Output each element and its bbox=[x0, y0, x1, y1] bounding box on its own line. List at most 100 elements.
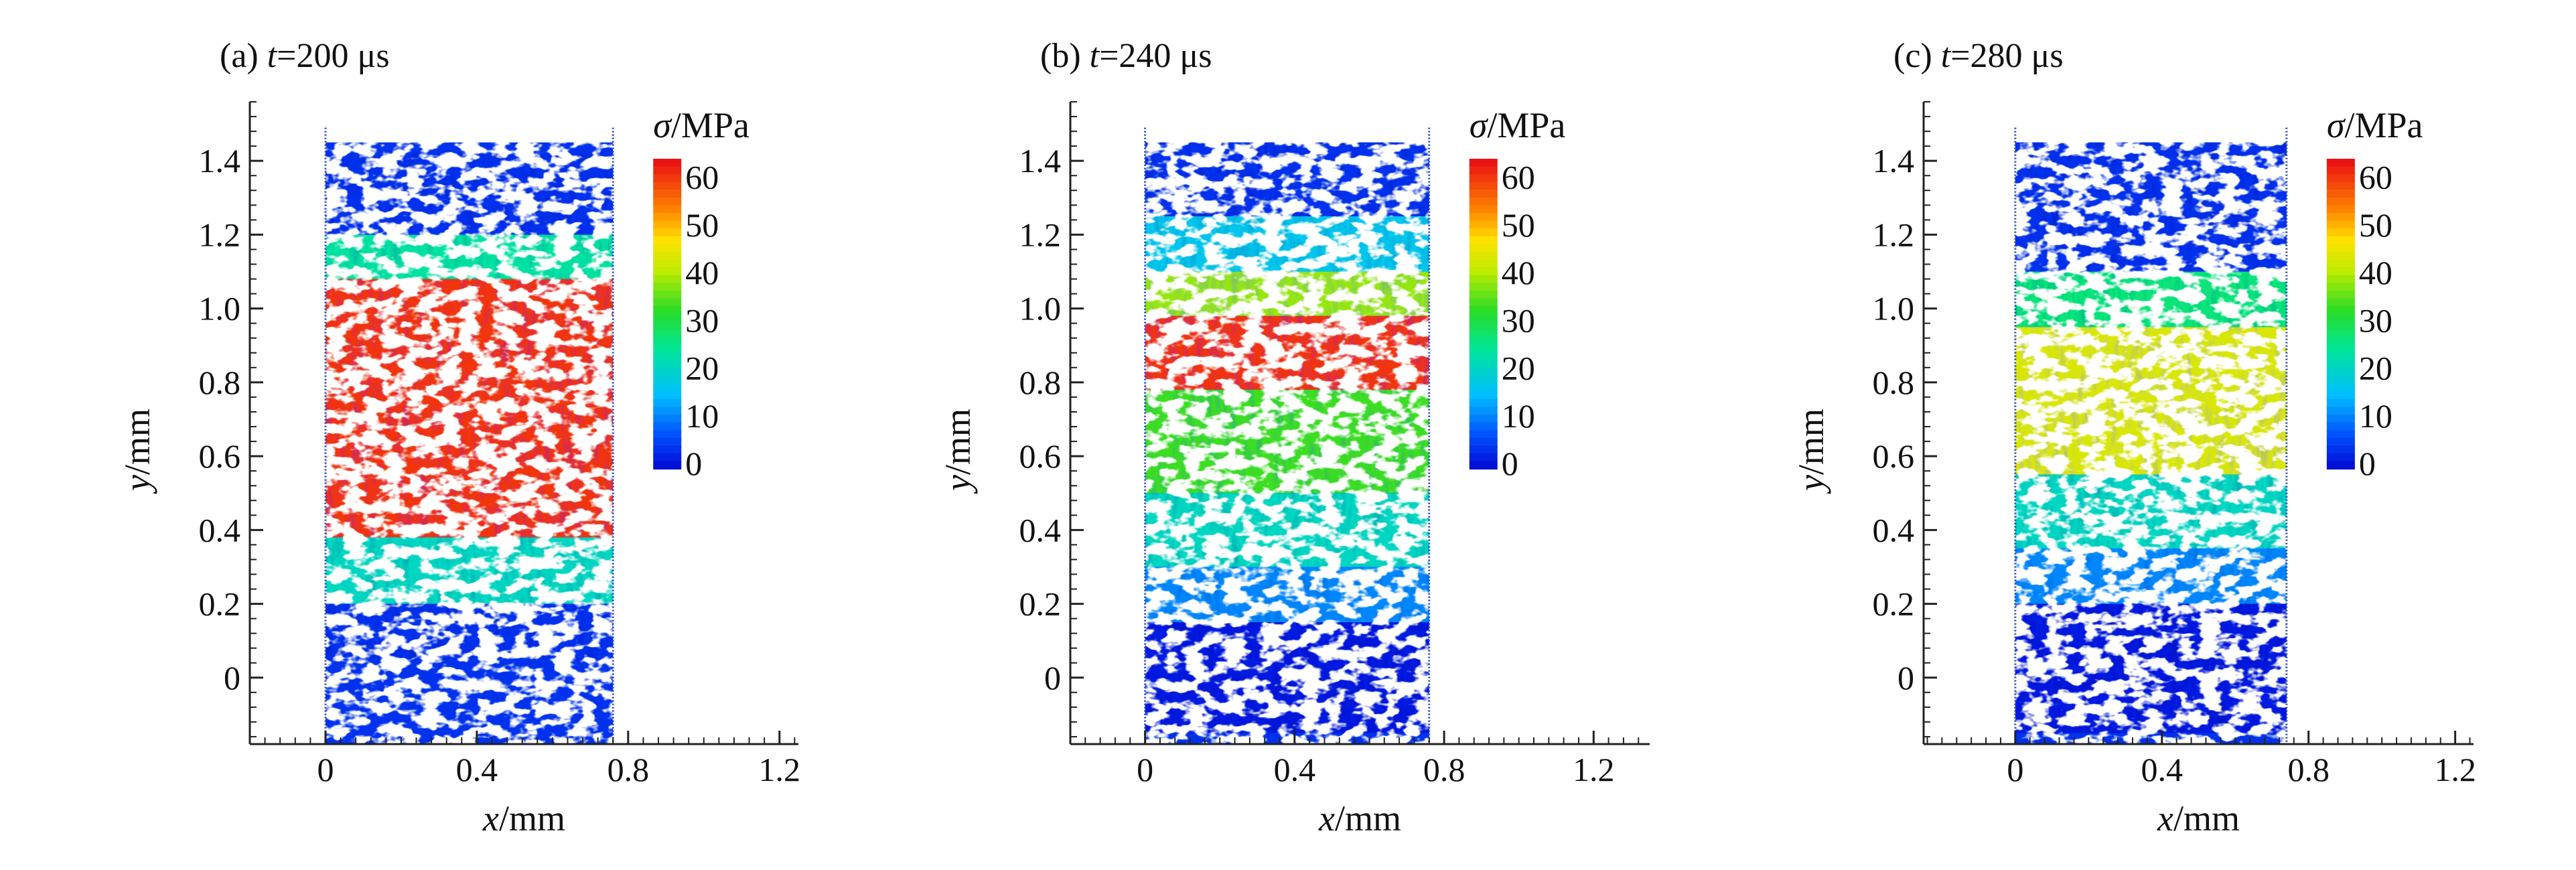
colorbar-segment bbox=[1469, 259, 1498, 269]
colorbar-tick-label: 0 bbox=[1502, 445, 1518, 482]
colorbar-segment bbox=[2326, 445, 2355, 454]
x-tick-label: 0.4 bbox=[456, 751, 498, 788]
colorbar-segment bbox=[2326, 376, 2355, 384]
stress-field bbox=[325, 142, 614, 744]
colorbar-segment bbox=[653, 321, 682, 330]
colorbar-tick-label: 50 bbox=[2359, 206, 2392, 244]
colorbar-segment bbox=[653, 445, 682, 454]
y-tick-label: 0 bbox=[224, 659, 240, 697]
x-tick-label: 0 bbox=[1137, 751, 1153, 788]
stress-band-3 bbox=[325, 153, 614, 235]
y-tick-label: 0.4 bbox=[199, 511, 241, 549]
colorbar-segment bbox=[2326, 453, 2355, 462]
stress-bands bbox=[2015, 142, 2287, 733]
colorbar-segment bbox=[1469, 182, 1498, 191]
stress-band-7 bbox=[1145, 622, 1429, 733]
stress-band-1 bbox=[1145, 271, 1429, 316]
colorbar-segment bbox=[2326, 213, 2355, 222]
colorbar-segment bbox=[1469, 329, 1498, 338]
stress-field bbox=[1145, 142, 1429, 744]
colorbar-segment bbox=[1469, 228, 1498, 237]
colorbar-segment bbox=[1469, 445, 1498, 454]
panel-b: (b) t=240 μs 0 0.4 0.8 1.2 0 0.2 0.4 0.6 0.8 1.0 1.… bbox=[938, 37, 1650, 839]
y-tick-label: 1.4 bbox=[1019, 142, 1062, 179]
stress-band-4 bbox=[325, 603, 614, 660]
panel-title: (b) t=240 μs bbox=[1040, 37, 1212, 75]
x-tick-label: 0.8 bbox=[1423, 751, 1465, 788]
colorbar-segment bbox=[2326, 197, 2355, 206]
colorbar-segment bbox=[653, 236, 682, 245]
colorbar-tick-label: 60 bbox=[2359, 159, 2392, 196]
colorbar-segment bbox=[653, 376, 682, 384]
colorbar-tick-label: 60 bbox=[1502, 159, 1535, 196]
y-tick-label: 0.2 bbox=[199, 585, 241, 623]
colorbar-segment bbox=[653, 422, 682, 431]
colorbar-segment bbox=[2326, 321, 2355, 330]
colorbar-segment bbox=[653, 383, 682, 392]
colorbar-segment bbox=[653, 305, 682, 315]
colorbar-segment bbox=[2326, 352, 2355, 361]
x-tick-label: 1.2 bbox=[2434, 751, 2476, 788]
colorbar-segment bbox=[2326, 259, 2355, 269]
stress-band-3 bbox=[1145, 493, 1429, 567]
x-tick-label: 0.8 bbox=[2287, 751, 2330, 788]
stress-band-0 bbox=[1145, 315, 1429, 390]
colorbar-segment bbox=[653, 213, 682, 222]
colorbar-segment bbox=[1469, 344, 1498, 354]
colorbar-segment bbox=[1469, 283, 1498, 291]
colorbar-segment bbox=[653, 368, 682, 377]
stress-band-1 bbox=[2015, 271, 2287, 328]
colorbar-segment bbox=[1469, 251, 1498, 261]
y-axis-label: y/mm bbox=[117, 409, 157, 494]
colorbar-segment bbox=[653, 313, 682, 323]
stress-field bbox=[2015, 142, 2287, 744]
colorbar-segment bbox=[2326, 220, 2355, 230]
stress-band-2 bbox=[2015, 474, 2287, 549]
colorbar-segment bbox=[1469, 205, 1498, 214]
colorbar-segment bbox=[653, 290, 682, 299]
colorbar-segment bbox=[1469, 321, 1498, 330]
x-tick-label: 0 bbox=[317, 751, 334, 788]
stress-bands bbox=[325, 153, 614, 660]
colorbar-segment bbox=[653, 298, 682, 307]
colorbar-segment bbox=[653, 430, 682, 439]
colorbar-segment bbox=[1469, 275, 1498, 284]
colorbar-segment bbox=[2326, 337, 2355, 346]
y-tick-label: 0.4 bbox=[1019, 511, 1062, 549]
colorbar-segment bbox=[1469, 360, 1498, 369]
colorbar-title: σ/MPa bbox=[1470, 105, 1566, 145]
y-tick-label: 0.6 bbox=[1873, 437, 1915, 475]
colorbar-segment bbox=[653, 166, 682, 175]
stress-band-5 bbox=[2015, 603, 2287, 733]
colorbar-tick-label: 50 bbox=[685, 206, 719, 244]
colorbar-segment bbox=[1469, 391, 1498, 400]
colorbar-segment bbox=[2326, 251, 2355, 261]
colorbar-segment bbox=[2326, 244, 2355, 252]
colorbar-segment bbox=[653, 267, 682, 276]
colorbar-segment bbox=[1469, 305, 1498, 315]
colorbar-title: σ/MPa bbox=[2327, 105, 2423, 145]
colorbar-segment bbox=[1469, 461, 1498, 469]
colorbar-segment bbox=[2326, 290, 2355, 299]
colorbar-segment bbox=[653, 228, 682, 237]
stress-band-2 bbox=[1145, 389, 1429, 494]
colorbar-segment bbox=[2326, 329, 2355, 338]
colorbar-segment bbox=[2326, 344, 2355, 354]
colorbar-segment bbox=[2326, 298, 2355, 307]
colorbar-segment bbox=[2326, 414, 2355, 423]
colorbar-tick-label: 10 bbox=[685, 397, 719, 435]
stress-band-5 bbox=[1145, 567, 1429, 623]
colorbar-segment bbox=[653, 398, 682, 408]
colorbar-segment bbox=[1469, 197, 1498, 206]
y-tick-label: 1.4 bbox=[1873, 142, 1915, 179]
x-tick-label: 1.2 bbox=[759, 751, 801, 788]
y-tick-label: 1.4 bbox=[199, 142, 241, 179]
colorbar-segment bbox=[2326, 174, 2355, 183]
colorbar-segment bbox=[653, 251, 682, 261]
x-axis-label: x/mm bbox=[1318, 798, 1401, 839]
colorbar-tick-label: 40 bbox=[685, 254, 719, 291]
colorbar-segment bbox=[1469, 159, 1498, 167]
x-axis-label: x/mm bbox=[2157, 798, 2240, 839]
colorbar-segment bbox=[2326, 368, 2355, 377]
colorbar-segment bbox=[1469, 422, 1498, 431]
